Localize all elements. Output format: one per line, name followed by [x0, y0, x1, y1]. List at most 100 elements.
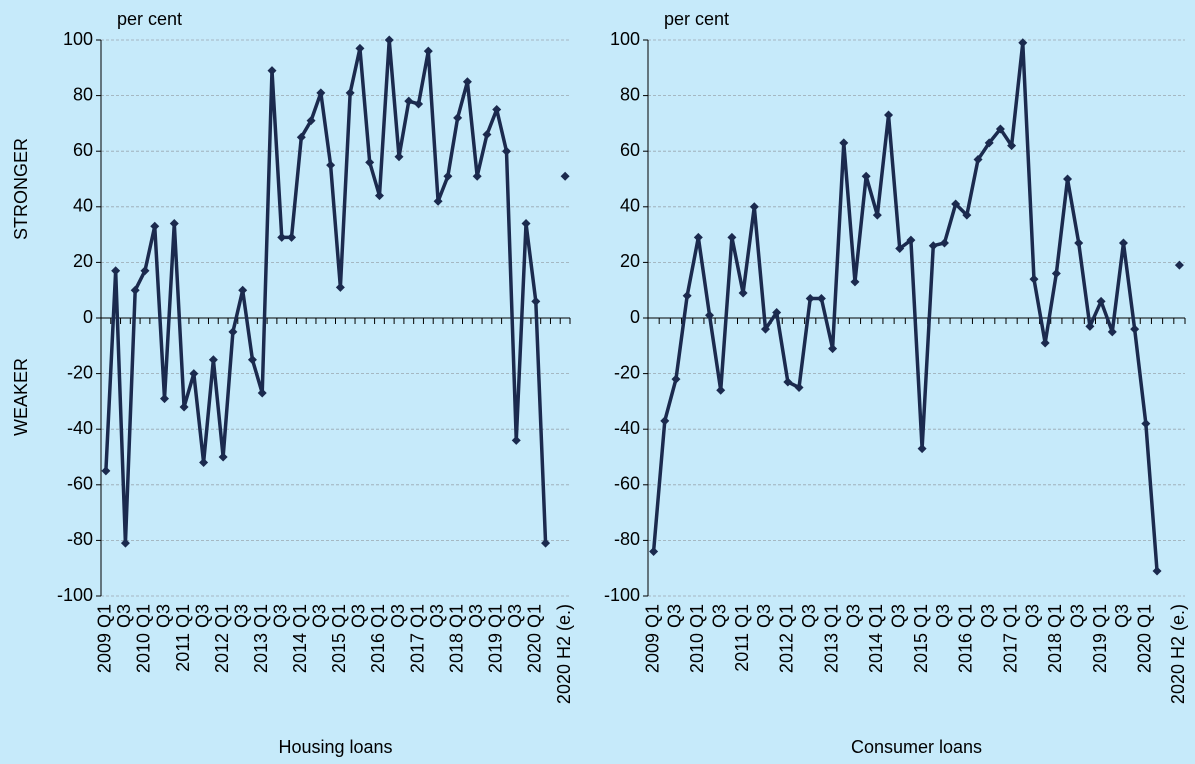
marker	[671, 374, 681, 384]
y-tick-label: -80	[614, 529, 640, 549]
marker	[962, 210, 972, 220]
marker	[1130, 324, 1140, 334]
line	[106, 40, 565, 543]
x-axis-title: Consumer loans	[851, 737, 982, 757]
marker	[816, 294, 826, 304]
marker	[365, 157, 375, 167]
marker	[1141, 419, 1151, 429]
x-tick-label: Q3	[978, 604, 998, 628]
x-tick-label: Q3	[1023, 604, 1043, 628]
marker	[238, 285, 248, 295]
marker	[199, 458, 209, 468]
marker	[1096, 296, 1106, 306]
y-tick-label: -40	[614, 418, 640, 438]
marker	[693, 232, 703, 242]
x-tick-label: Q3	[153, 604, 173, 628]
marker	[345, 88, 355, 98]
marker	[1074, 238, 1084, 248]
x-tick-label: 2020 Q1	[525, 604, 545, 673]
x-tick-label: 2012 Q1	[777, 604, 797, 673]
x-tick-label: Q3	[844, 604, 864, 628]
marker	[682, 291, 692, 301]
x-tick-label: 2017 Q1	[407, 604, 427, 673]
marker	[414, 99, 424, 109]
x-tick-label: Q3	[799, 604, 819, 628]
marker	[443, 171, 453, 181]
x-tick-label: 2011 Q1	[732, 604, 752, 672]
marker	[247, 355, 257, 365]
x-tick-label: 2017 Q1	[1000, 604, 1020, 673]
marker	[541, 538, 551, 548]
y-label-top: STRONGER	[11, 138, 31, 240]
y-tick-label: -60	[614, 474, 640, 494]
marker	[120, 538, 130, 548]
x-tick-label: 2016 Q1	[956, 604, 976, 673]
y-tick-label: 80	[73, 84, 93, 104]
marker	[1018, 38, 1028, 48]
x-tick-label: 2014 Q1	[866, 604, 886, 673]
x-tick-label: Q3	[388, 604, 408, 628]
marker	[326, 160, 336, 170]
marker	[917, 444, 927, 454]
marker	[335, 282, 345, 292]
marker	[705, 310, 715, 320]
marker	[404, 96, 414, 106]
x-tick-label: 2020 Q1	[1135, 604, 1155, 673]
x-tick-label: Q3	[231, 604, 251, 628]
marker	[511, 435, 521, 445]
x-tick-label: Q3	[349, 604, 369, 628]
line	[654, 43, 1180, 571]
marker	[521, 218, 531, 228]
x-tick-label: Q3	[466, 604, 486, 628]
y-unit: per cent	[117, 9, 182, 29]
y-tick-label: -40	[67, 418, 93, 438]
y-tick-label: -100	[57, 585, 93, 605]
marker	[1051, 269, 1061, 279]
marker	[1107, 327, 1117, 337]
y-tick-label: 20	[620, 251, 640, 271]
marker	[453, 113, 463, 123]
marker	[716, 385, 726, 395]
y-tick-label: 0	[83, 307, 93, 327]
marker	[772, 307, 782, 317]
marker	[828, 344, 838, 354]
y-tick-label: 100	[610, 29, 640, 49]
marker	[531, 296, 541, 306]
marker	[150, 221, 160, 231]
marker	[1063, 174, 1073, 184]
marker	[1007, 141, 1017, 151]
marker	[189, 369, 199, 379]
marker	[462, 77, 472, 87]
y-tick-label: 0	[630, 307, 640, 327]
marker	[374, 191, 384, 201]
marker	[472, 171, 482, 181]
y-tick-label: 40	[73, 196, 93, 216]
x-tick-label: 2015 Q1	[329, 604, 349, 673]
x-tick-label: Q3	[754, 604, 774, 628]
marker	[277, 232, 287, 242]
x-tick-label: 2020 H2 (e.)	[1168, 604, 1188, 704]
y-tick-label: 40	[620, 196, 640, 216]
x-tick-label: 2009 Q1	[642, 604, 662, 673]
marker	[218, 452, 228, 462]
marker	[179, 402, 189, 412]
x-tick-label: 2009 Q1	[95, 604, 115, 673]
marker	[951, 199, 961, 209]
marker	[384, 35, 394, 45]
marker	[228, 327, 238, 337]
x-tick-label: 2019 Q1	[1090, 604, 1110, 673]
y-tick-label: -60	[67, 474, 93, 494]
marker	[355, 43, 365, 53]
marker	[482, 130, 492, 140]
marker	[1040, 338, 1050, 348]
x-tick-label: 2014 Q1	[290, 604, 310, 673]
x-axis-title: Housing loans	[278, 737, 392, 757]
marker	[884, 110, 894, 120]
marker	[267, 66, 277, 76]
marker	[995, 124, 1005, 134]
x-tick-label: 2019 Q1	[485, 604, 505, 673]
marker	[738, 288, 748, 298]
marker	[1152, 566, 1162, 576]
marker	[861, 171, 871, 181]
